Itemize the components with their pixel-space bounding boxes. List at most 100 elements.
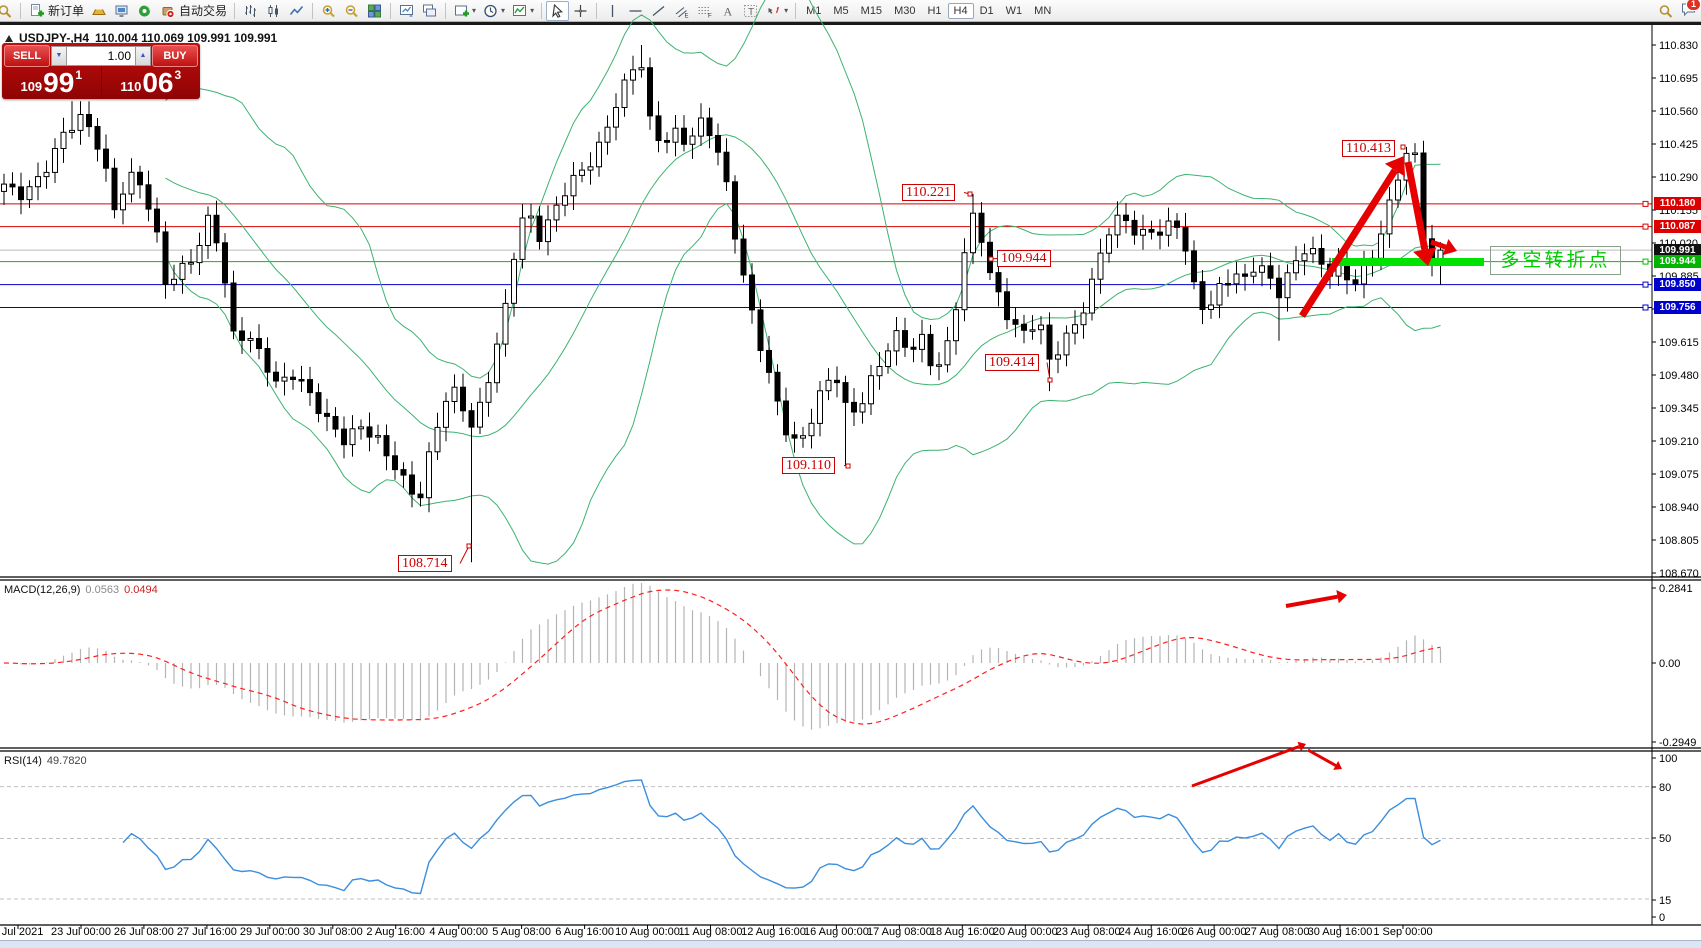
text-icon: A [719,3,736,19]
candle-body [647,67,653,117]
crosshair-button[interactable] [569,1,592,21]
new-order-button[interactable]: 新订单 [25,1,87,21]
template-button[interactable]: ▾ [508,1,537,21]
timeframe-d1-button[interactable]: D1 [979,4,994,17]
bollinger-upper-band [165,0,1441,379]
buy-button[interactable]: BUY [152,44,198,67]
trend-arrow-head[interactable] [1336,590,1347,604]
timeframe-m15-button[interactable]: M15 [860,4,883,17]
line-handle[interactable] [1642,223,1649,230]
autotrading-button[interactable]: 自动交易 [156,1,230,21]
chevron-down-icon[interactable]: ▾ [472,6,477,15]
current-price-tag: 109.991 [1654,243,1701,257]
candle-body [740,238,747,276]
line-handle[interactable] [1642,281,1649,288]
buy-price[interactable]: 110 06 3 [102,67,201,98]
text-label-button[interactable]: T [739,1,762,21]
trend-arrow[interactable] [1299,168,1398,318]
trend-arrow-head[interactable] [1442,239,1457,256]
period-icon [482,3,499,19]
line-handle[interactable] [1642,258,1649,265]
pivot-text-annotation[interactable]: 多空转折点 [1490,246,1621,275]
callout-connector [459,545,470,564]
price-callout-109.110[interactable]: 109.110 [782,457,835,474]
candle-body [587,166,594,171]
timeframe-h1-button[interactable]: H1 [927,4,942,17]
timeframe-w1-button[interactable]: W1 [1005,4,1023,17]
search-icon[interactable] [1657,3,1674,19]
line-handle[interactable] [1642,304,1649,311]
candle-body [1089,278,1095,314]
candle-body [545,219,551,243]
trend-arrow-head[interactable] [1413,247,1437,266]
candle-body [927,333,934,367]
text-button[interactable]: A [716,1,739,21]
new-chart-button[interactable]: ▾ [450,1,479,21]
candle-body [247,338,254,341]
arrows-shapes-button[interactable]: ▾ [762,1,791,21]
line-chart-button[interactable] [285,1,308,21]
trend-arrow[interactable] [1191,745,1300,788]
trend-arrow-head[interactable] [1333,761,1342,770]
candle-body [1284,272,1291,299]
candle-body [621,79,628,108]
price-callout-110.221[interactable]: 110.221 [902,184,955,201]
cascade-windows-icon [421,3,438,19]
zoom-out-button[interactable] [340,1,363,21]
chevron-down-icon[interactable]: ▾ [501,6,506,15]
trend-arrow[interactable] [1307,748,1337,767]
chat-button[interactable]: 1 [1680,0,1701,22]
candle-body [35,176,41,188]
toolbar-right-group: 1 [1657,0,1701,22]
timeframe-mn-button[interactable]: MN [1034,4,1052,17]
signal-button[interactable] [133,1,156,21]
candle-body [1361,264,1367,285]
fibonacci-button[interactable]: F [693,1,716,21]
volume-decrease-button[interactable]: ▼ [51,45,67,66]
timeframe-h4-button[interactable]: H4 [947,2,974,19]
candle-body [885,350,891,367]
trend-arrow[interactable] [1404,161,1429,251]
zoom-in-button[interactable] [317,1,340,21]
new-chart-icon [453,3,470,19]
market-watch-button[interactable] [110,1,133,21]
sell-price[interactable]: 109 99 1 [2,67,102,98]
gold-button[interactable] [87,1,110,21]
sell-button[interactable]: SELL [4,44,50,67]
trend-arrow-head[interactable] [1384,156,1405,177]
candle-body [1157,231,1163,236]
support-zone-bar[interactable] [1332,258,1484,266]
price-callout-109.414[interactable]: 109.414 [985,354,1039,371]
trendline-button[interactable] [647,1,670,21]
market-watch-icon [113,3,130,19]
candle-body [69,129,75,133]
price-callout-108.714[interactable]: 108.714 [398,555,452,572]
period-button[interactable]: ▾ [479,1,508,21]
toolbar-separator [541,2,543,19]
vertical-line-button[interactable] [601,1,624,21]
tile-windows-button[interactable] [363,1,386,21]
line-handle[interactable] [1642,200,1649,207]
trend-arrow[interactable] [1430,239,1447,250]
chevron-down-icon[interactable]: ▾ [530,6,535,15]
horizontal-line-button[interactable] [624,1,647,21]
timeframe-m5-button[interactable]: M5 [833,4,849,17]
collapse-icon[interactable] [5,34,13,42]
candle-body [757,309,764,351]
timeframe-m30-button[interactable]: M30 [894,4,916,17]
cursor-button[interactable] [546,0,570,21]
volume-increase-button[interactable]: ▲ [135,45,151,66]
price-callout-109.944[interactable]: 109.944 [997,250,1051,267]
trend-arrow[interactable] [1285,594,1338,608]
price-callout-110.413[interactable]: 110.413 [1342,140,1395,157]
timeframe-m1-button[interactable]: M1 [806,4,822,17]
volume-input[interactable] [67,45,135,66]
equidistant-channel-button[interactable]: E [670,1,693,21]
chevron-down-icon[interactable]: ▾ [784,6,789,15]
candlestick-chart-button[interactable] [262,1,285,21]
cascade-windows-button[interactable] [418,1,441,21]
trend-arrow-head[interactable] [1297,741,1307,752]
arrange-windows-button[interactable] [395,1,418,21]
bar-chart-button[interactable] [239,1,262,21]
magnifier-button[interactable] [0,1,16,21]
